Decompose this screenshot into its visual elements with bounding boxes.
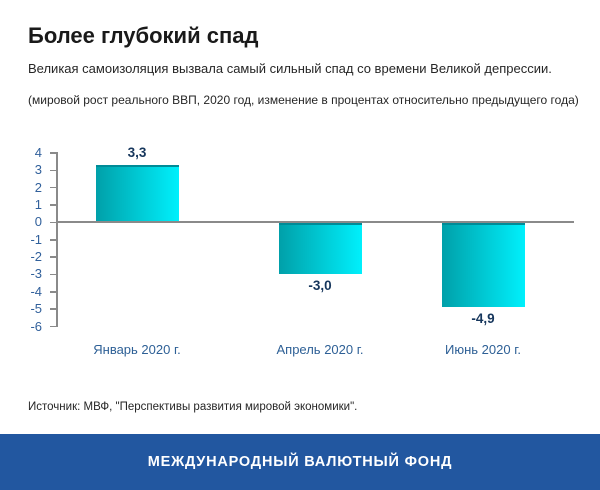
y-axis-tick-mark — [50, 221, 56, 224]
y-axis-line — [56, 152, 58, 328]
bar-value-label: -3,0 — [308, 278, 332, 294]
page-title: Более глубокий спад — [28, 23, 259, 48]
y-axis-tick-mark — [50, 152, 56, 154]
footer-banner: МЕЖДУНАРОДНЫЙ ВАЛЮТНЫЙ ФОНД — [0, 434, 600, 490]
y-axis-tick-mark — [50, 239, 56, 241]
y-axis-tick-label: -5 — [30, 301, 42, 317]
y-axis-tick-label: 2 — [34, 179, 42, 195]
y-axis-tick-label: 4 — [34, 145, 42, 160]
x-axis-category-label: Январь 2020 г. — [93, 342, 181, 357]
y-axis-tick-label: -6 — [30, 318, 42, 334]
x-axis-category-label: Июнь 2020 г. — [445, 342, 521, 357]
x-axis-category-label: Апрель 2020 г. — [276, 342, 364, 357]
y-axis-tick-mark — [50, 256, 56, 258]
y-axis-tick-label: -3 — [30, 266, 42, 282]
y-axis-tick-mark — [50, 169, 56, 172]
chart-header: Более глубокий спад Великая самоизоляция… — [28, 24, 580, 108]
y-axis-tick-mark — [50, 204, 56, 206]
y-axis-tick-label: -1 — [30, 231, 42, 247]
y-axis-tick-label: -2 — [30, 249, 42, 265]
bar-3 — [441, 223, 525, 308]
bar-chart: 4 3 2 1 0 -1 -2 -3 -4 -5 -6 3,3 Январь 2020 г. -3,0 Ап… — [0, 140, 600, 372]
y-axis-tick-label: 0 — [34, 214, 42, 230]
bar-1 — [95, 165, 179, 222]
y-axis-tick-mark — [50, 325, 56, 328]
y-axis-tick-mark — [50, 273, 56, 276]
y-axis-tick-mark — [50, 291, 56, 293]
y-axis-tick-label: 1 — [34, 197, 42, 213]
y-axis-tick-label: -4 — [30, 283, 42, 299]
chart-subtitle: Великая самоизоляция вызвала самый сильн… — [28, 61, 552, 76]
y-axis-tick-mark — [50, 308, 56, 310]
bar-value-label: -4,9 — [471, 311, 495, 327]
source-note: Источник: МВФ, "Перспективы развития мир… — [28, 400, 358, 413]
zero-baseline — [56, 221, 574, 224]
y-axis-tick-mark — [50, 186, 56, 189]
footer-text: МЕЖДУНАРОДНЫЙ ВАЛЮТНЫЙ ФОНД — [147, 454, 453, 470]
chart-measure-note: (мировой рост реального ВВП, 2020 год, и… — [28, 93, 579, 107]
y-axis-tick-label: 3 — [34, 162, 42, 178]
bar-value-label: 3,3 — [127, 145, 147, 161]
bar-2 — [278, 223, 362, 275]
